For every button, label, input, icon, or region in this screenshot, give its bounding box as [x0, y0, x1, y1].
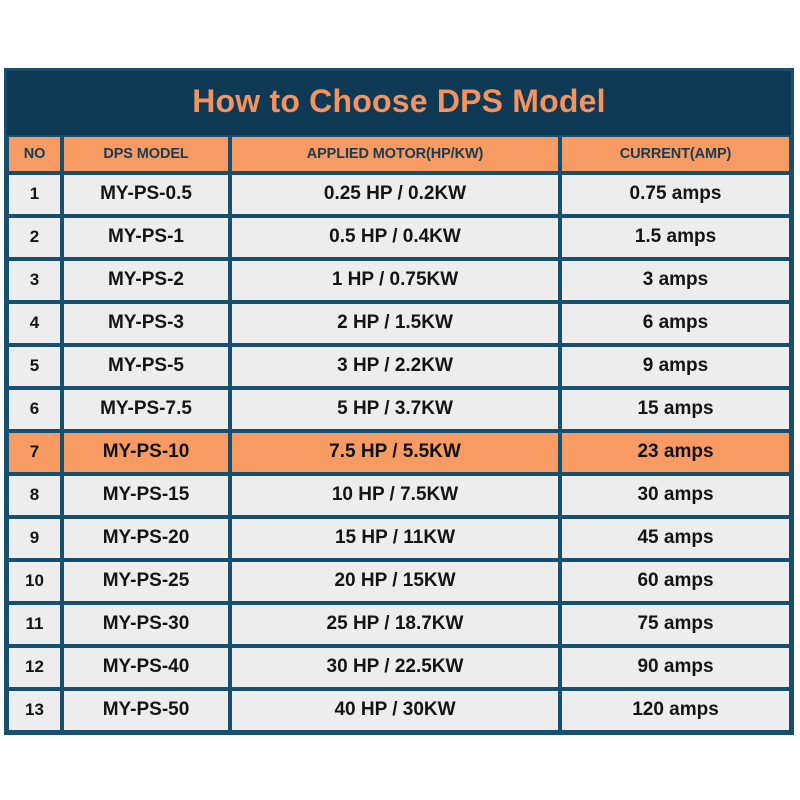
column-header-model: DPS MODEL — [62, 134, 230, 173]
row-cell-model: MY-PS-2 — [62, 258, 230, 302]
row-cell-no: 10 — [7, 559, 62, 603]
row-cell-no: 2 — [7, 215, 62, 259]
table-head: How to Choose DPS Model NO DPS MODEL APP… — [7, 71, 791, 173]
row-cell-no: 3 — [7, 258, 62, 302]
row-cell-model: MY-PS-50 — [62, 688, 230, 732]
row-cell-amp: 45 amps — [560, 516, 791, 560]
column-header-row: NO DPS MODEL APPLIED MOTOR(HP/KW) CURREN… — [7, 134, 791, 173]
row-cell-motor: 10 HP / 7.5KW — [230, 473, 560, 517]
table-body: 1 MY-PS-0.5 0.25 HP / 0.2KW 0.75 amps 2 MY-PS… — [7, 172, 791, 732]
table-row: 8 MY-PS-15 10 HP / 7.5KW 30 amps — [7, 473, 791, 517]
row-cell-amp: 23 amps — [560, 430, 791, 474]
page-title: How to Choose DPS Model — [7, 71, 791, 135]
row-cell-no: 13 — [7, 688, 62, 732]
row-cell-motor: 3 HP / 2.2KW — [230, 344, 560, 388]
table-row: 1 MY-PS-0.5 0.25 HP / 0.2KW 0.75 amps — [7, 172, 791, 216]
row-cell-amp: 3 amps — [560, 258, 791, 302]
row-cell-motor: 30 HP / 22.5KW — [230, 645, 560, 689]
row-cell-model: MY-PS-5 — [62, 344, 230, 388]
table-row: 10 MY-PS-25 20 HP / 15KW 60 amps — [7, 559, 791, 603]
row-cell-no: 6 — [7, 387, 62, 431]
table-row: 4 MY-PS-3 2 HP / 1.5KW 6 amps — [7, 301, 791, 345]
row-cell-model: MY-PS-0.5 — [62, 172, 230, 216]
table-row: 6 MY-PS-7.5 5 HP / 3.7KW 15 amps — [7, 387, 791, 431]
row-cell-model: MY-PS-10 — [62, 430, 230, 474]
row-cell-amp: 90 amps — [560, 645, 791, 689]
row-cell-no: 11 — [7, 602, 62, 646]
row-cell-model: MY-PS-25 — [62, 559, 230, 603]
row-cell-motor: 25 HP / 18.7KW — [230, 602, 560, 646]
row-cell-amp: 75 amps — [560, 602, 791, 646]
row-cell-amp: 30 amps — [560, 473, 791, 517]
row-cell-model: MY-PS-20 — [62, 516, 230, 560]
table-row: 5 MY-PS-5 3 HP / 2.2KW 9 amps — [7, 344, 791, 388]
row-cell-motor: 0.25 HP / 0.2KW — [230, 172, 560, 216]
row-cell-motor: 0.5 HP / 0.4KW — [230, 215, 560, 259]
row-cell-motor: 2 HP / 1.5KW — [230, 301, 560, 345]
row-cell-motor: 1 HP / 0.75KW — [230, 258, 560, 302]
row-cell-model: MY-PS-3 — [62, 301, 230, 345]
table-row: 13 MY-PS-50 40 HP / 30KW 120 amps — [7, 688, 791, 732]
row-cell-no: 8 — [7, 473, 62, 517]
table-row: 12 MY-PS-40 30 HP / 22.5KW 90 amps — [7, 645, 791, 689]
row-cell-amp: 0.75 amps — [560, 172, 791, 216]
table-row: 3 MY-PS-2 1 HP / 0.75KW 3 amps — [7, 258, 791, 302]
row-cell-motor: 5 HP / 3.7KW — [230, 387, 560, 431]
row-cell-amp: 60 amps — [560, 559, 791, 603]
row-cell-model: MY-PS-40 — [62, 645, 230, 689]
row-cell-no: 1 — [7, 172, 62, 216]
table-row: 11 MY-PS-30 25 HP / 18.7KW 75 amps — [7, 602, 791, 646]
row-cell-no: 5 — [7, 344, 62, 388]
column-header-amp: CURRENT(AMP) — [560, 134, 791, 173]
dps-model-table: How to Choose DPS Model NO DPS MODEL APP… — [4, 68, 794, 735]
column-header-motor: APPLIED MOTOR(HP/KW) — [230, 134, 560, 173]
table-row: 2 MY-PS-1 0.5 HP / 0.4KW 1.5 amps — [7, 215, 791, 259]
table-row: 7 MY-PS-10 7.5 HP / 5.5KW 23 amps — [7, 430, 791, 474]
row-cell-no: 4 — [7, 301, 62, 345]
row-cell-amp: 6 amps — [560, 301, 791, 345]
row-cell-amp: 15 amps — [560, 387, 791, 431]
row-cell-amp: 120 amps — [560, 688, 791, 732]
row-cell-no: 7 — [7, 430, 62, 474]
row-cell-model: MY-PS-1 — [62, 215, 230, 259]
row-cell-model: MY-PS-7.5 — [62, 387, 230, 431]
row-cell-motor: 20 HP / 15KW — [230, 559, 560, 603]
row-cell-model: MY-PS-30 — [62, 602, 230, 646]
row-cell-motor: 7.5 HP / 5.5KW — [230, 430, 560, 474]
row-cell-amp: 1.5 amps — [560, 215, 791, 259]
row-cell-amp: 9 amps — [560, 344, 791, 388]
row-cell-motor: 15 HP / 11KW — [230, 516, 560, 560]
row-cell-no: 9 — [7, 516, 62, 560]
column-header-no: NO — [7, 134, 62, 173]
row-cell-model: MY-PS-15 — [62, 473, 230, 517]
row-cell-motor: 40 HP / 30KW — [230, 688, 560, 732]
dps-model-table-container: How to Choose DPS Model NO DPS MODEL APP… — [4, 68, 794, 735]
table-title-row: How to Choose DPS Model — [7, 71, 791, 135]
table-row: 9 MY-PS-20 15 HP / 11KW 45 amps — [7, 516, 791, 560]
row-cell-no: 12 — [7, 645, 62, 689]
